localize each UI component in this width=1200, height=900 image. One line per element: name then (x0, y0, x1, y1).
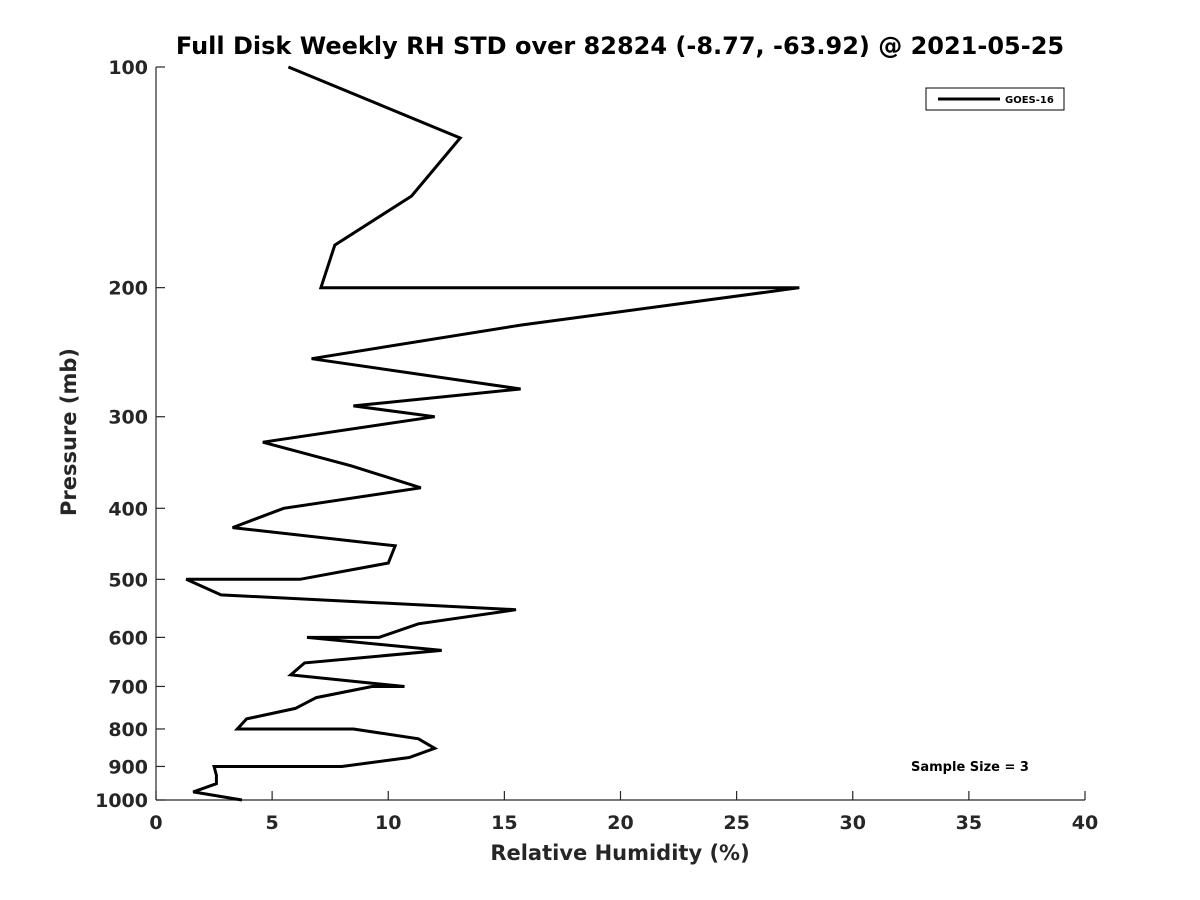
x-tick-label: 35 (956, 812, 982, 834)
y-tick-label: 500 (108, 569, 148, 591)
x-tick-label: 40 (1072, 812, 1098, 834)
y-tick-label: 600 (108, 627, 148, 649)
y-tick-label: 100 (108, 57, 148, 79)
x-tick-label: 5 (266, 812, 279, 834)
y-tick-label: 300 (108, 407, 148, 429)
legend: GOES-16 (925, 87, 1065, 111)
x-tick-label: 25 (723, 812, 749, 834)
y-tick-label: 800 (108, 719, 148, 741)
x-tick-label: 30 (840, 812, 866, 834)
y-tick-label: 1000 (95, 790, 148, 812)
y-tick-label: 700 (108, 676, 148, 698)
x-tick-label: 15 (491, 812, 517, 834)
x-tick-label: 0 (149, 812, 162, 834)
legend-label-goes-16: GOES-16 (1005, 95, 1054, 106)
x-tick-label: 20 (607, 812, 633, 834)
x-axis-label: Relative Humidity (%) (490, 841, 749, 865)
chart-title: Full Disk Weekly RH STD over 82824 (-8.7… (176, 32, 1064, 60)
y-tick-label: 200 (108, 278, 148, 300)
goes-16-series-line (185, 65, 800, 802)
x-tick-label: 10 (375, 812, 401, 834)
y-tick-label: 400 (108, 498, 148, 520)
axes: 0 5 10 15 20 25 30 35 40 100 200 300 400 500 600 700 800… (95, 57, 1098, 834)
sample-size-annotation: Sample Size = 3 (911, 760, 1029, 775)
y-tick-label: 900 (108, 756, 148, 778)
y-axis-label: Pressure (mb) (57, 348, 81, 516)
